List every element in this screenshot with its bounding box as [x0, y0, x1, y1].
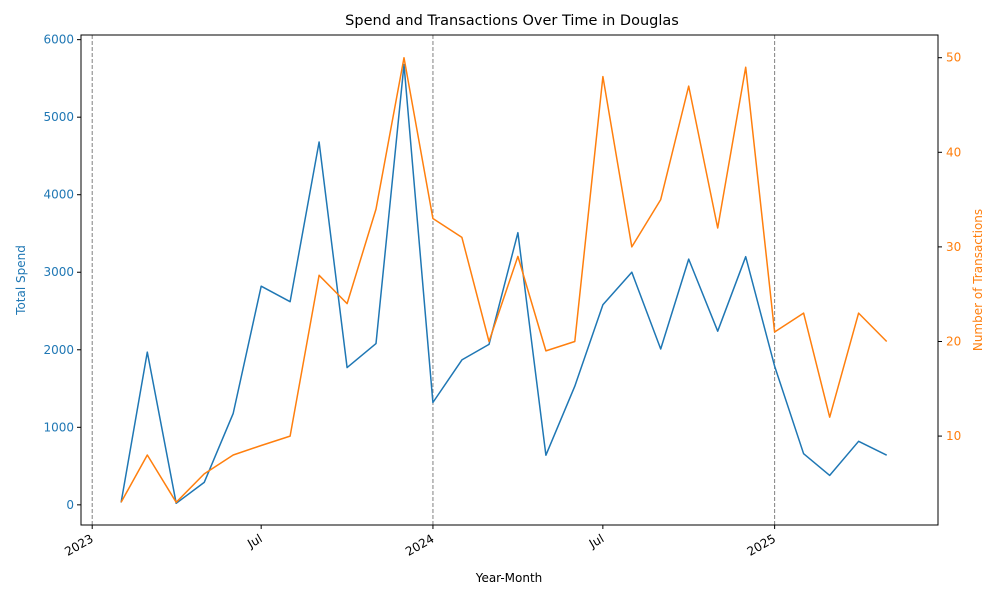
y-axis-left-label: Total Spend	[14, 245, 28, 316]
x-tick-label-0: 2023	[62, 531, 95, 558]
x-tick-label-3: Jul	[586, 531, 606, 551]
y-left-tick-label-3: 3000	[43, 265, 74, 279]
y-left-tick-label-6: 6000	[43, 33, 74, 47]
x-tick-label-1: Jul	[244, 531, 264, 551]
transactions-line	[120, 56, 888, 504]
x-axis: 2023 Jul 2024 Jul 2025	[62, 525, 778, 559]
transactions-series	[120, 56, 888, 504]
y-axis-left: 0 1000 2000 3000 4000 5000 6000	[43, 33, 81, 512]
y-left-tick-label-0: 0	[66, 498, 74, 512]
y-axis-right-label: Number of Transactions	[971, 209, 985, 351]
y-right-tick-label-1: 20	[946, 334, 961, 348]
y-left-tick-label-1: 1000	[43, 420, 74, 434]
y-axis-right: 10 20 30 40 50	[938, 51, 961, 443]
x-tick-label-2: 2024	[403, 531, 436, 558]
y-left-tick-label-5: 5000	[43, 110, 74, 124]
year-markers	[91, 35, 776, 525]
plot-frame	[80, 34, 939, 526]
spend-line	[120, 63, 888, 505]
y-left-tick-label-2: 2000	[43, 343, 74, 357]
y-right-tick-label-0: 10	[946, 429, 961, 443]
x-tick-label-4: 2025	[745, 531, 778, 558]
y-right-tick-label-2: 30	[946, 240, 961, 254]
x-axis-label: Year-Month	[475, 571, 543, 585]
y-left-tick-label-4: 4000	[43, 188, 74, 202]
y-right-tick-label-4: 50	[946, 51, 961, 65]
y-right-tick-label-3: 40	[946, 145, 961, 159]
spend-series	[120, 63, 888, 505]
chart-title: Spend and Transactions Over Time in Doug…	[345, 13, 679, 29]
